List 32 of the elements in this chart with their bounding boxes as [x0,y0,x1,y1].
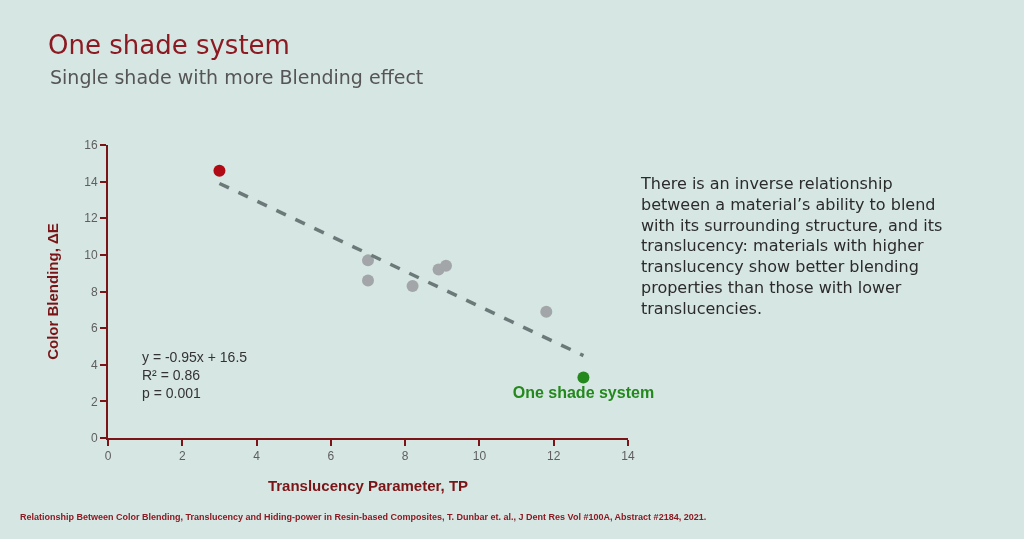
x-tick-label: 14 [621,449,635,464]
x-tick-label: 4 [253,449,261,464]
y-tick-label: 2 [90,394,98,409]
y-tick-label: 12 [84,211,98,226]
text: Relationship Between Color Blending, Translucency and Hiding-power in Resin-based Composites, T. Dunbar et. al., J Dent Res Vol #100A, Abstract #2184, 2021. [20,512,707,522]
y-tick-label: 8 [90,284,98,299]
x-tick-label: 10 [472,449,487,464]
chart-subtitle: Single shade with more Blending effect [50,66,424,88]
y-axis-title: Color Blending, ΔE [43,223,61,360]
x-tick-label: 6 [327,449,335,464]
y-tick-label: 14 [84,174,98,189]
y-tick-label: 10 [84,248,98,263]
x-tick-label: 12 [547,449,561,464]
x-axis-title: Translucency Parameter, TP [267,476,469,494]
y-tick-label: 6 [90,321,98,336]
x-tick-label: 2 [178,449,186,464]
point [362,254,374,267]
point [406,280,419,292]
y-tick-label: 4 [90,357,98,372]
x-tick-label: 8 [401,449,409,464]
chart-title: One shade system [48,30,290,61]
text: There is an inverse relationship between a material’s ability to blend with its surrounding structure, and its translucency: materials with higher translucency show better blending properties than those with lower translucencies. [640,174,943,318]
point [540,305,553,318]
annotation: y = -0.95x + 16.5 R² = 0.86 p = 0.001 [142,349,248,402]
y-tick-label: 16 [84,138,98,153]
point [577,371,590,384]
series-label: One shade system [512,384,655,402]
point [440,259,452,272]
point [362,274,374,287]
y-tick-label: 0 [90,431,98,446]
x-tick-label: 0 [104,449,112,464]
point [213,164,226,177]
